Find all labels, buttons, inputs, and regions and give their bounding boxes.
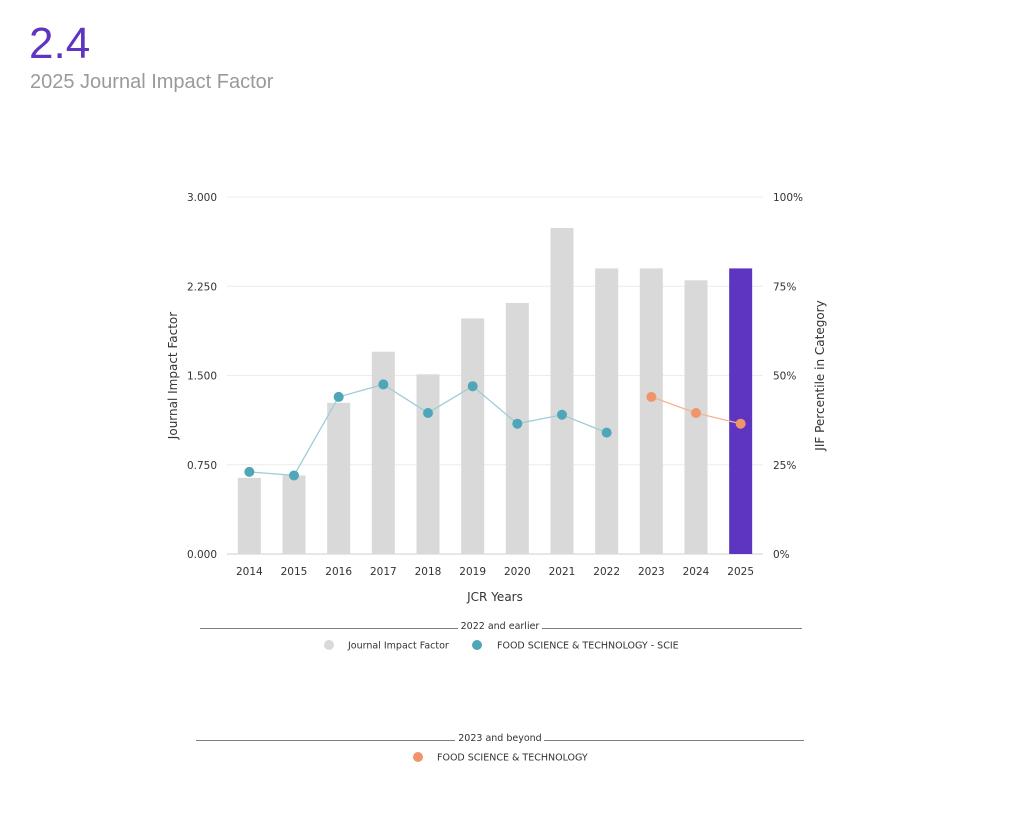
jif-value: 2.4: [29, 19, 91, 68]
y2-axis-title: JIF Percentile in Category: [813, 300, 827, 451]
y2-tick-label: 75%: [773, 281, 796, 293]
x-tick-label: 2014: [236, 566, 263, 578]
scie-point-2015: [289, 470, 299, 481]
x-tick-label: 2020: [504, 566, 531, 578]
legend-jif-label[interactable]: Journal Impact Factor: [347, 641, 449, 652]
y2-tick-label: 25%: [773, 460, 796, 472]
legend-group-label: 2022 and earlier: [461, 621, 540, 632]
x-tick-label: 2018: [415, 566, 442, 578]
y-tick-label: 0.000: [187, 549, 217, 561]
bars: [237, 227, 753, 554]
bar-2014: [237, 477, 261, 554]
bar-2021: [550, 227, 574, 554]
y-tick-label: 2.250: [187, 281, 217, 293]
bar-2023: [639, 268, 663, 554]
y-tick-label: 1.500: [187, 371, 217, 383]
bar-2016: [327, 402, 351, 554]
bar-2019: [461, 318, 485, 554]
y-axis-title: Journal Impact Factor: [166, 312, 180, 440]
x-tick-label: 2024: [683, 566, 710, 578]
x-tick-label: 2015: [281, 566, 308, 578]
y2-tick-label: 0%: [773, 549, 790, 561]
fst-point-2025: [735, 418, 746, 429]
x-tick-label: 2016: [325, 566, 352, 578]
scie-point-2021: [557, 409, 567, 420]
y-tick-label: 0.750: [187, 460, 217, 472]
x-tick-label: 2022: [593, 566, 620, 578]
legend-group-2023-and-beyond: 2023 and beyond FOOD SCIENCE & TECHNOLOG…: [196, 733, 804, 764]
bar-2015: [282, 475, 306, 554]
percentile-lines: [244, 379, 746, 481]
bar-2022: [595, 268, 619, 554]
x-tick-label: 2023: [638, 566, 665, 578]
legend-group-label: 2023 and beyond: [458, 733, 541, 744]
scie-point-2020: [512, 418, 523, 429]
fst-point-2023: [646, 391, 657, 402]
y2-tick-label: 100%: [773, 192, 803, 204]
scie-point-2016: [333, 391, 344, 402]
x-axis-title: JCR Years: [466, 590, 523, 604]
fst-point-2024: [691, 407, 701, 418]
axes: 0.000 0% 0.750 25% 1.500 50% 2.250 75% 3.000 100%…: [187, 192, 803, 578]
legend-scie-swatch: [472, 640, 482, 650]
scie-point-2017: [378, 379, 389, 390]
x-tick-label: 2019: [459, 566, 486, 578]
legend-scie-label[interactable]: FOOD SCIENCE & TECHNOLOGY - SCIE: [497, 641, 679, 652]
legend-jif-swatch: [324, 640, 334, 650]
x-tick-label: 2017: [370, 566, 397, 578]
bar-2025: [729, 268, 753, 554]
y2-tick-label: 50%: [773, 371, 796, 383]
scie-point-2022: [601, 427, 612, 438]
scie-point-2014: [244, 466, 255, 477]
grid-lines: [227, 196, 763, 555]
bar-2018: [416, 374, 440, 554]
legend-group-2022-and-earlier: 2022 and earlier Journal Impact Factor F…: [200, 621, 802, 652]
bar-2017: [371, 351, 395, 554]
legend-fst-swatch: [413, 752, 423, 762]
x-tick-label: 2021: [549, 566, 576, 578]
jif-subtitle: 2025 Journal Impact Factor: [30, 71, 274, 93]
x-tick-label: 2025: [727, 566, 754, 578]
legend-fst-label[interactable]: FOOD SCIENCE & TECHNOLOGY: [437, 753, 588, 764]
scie-point-2018: [423, 407, 433, 418]
y-tick-label: 3.000: [187, 192, 217, 204]
scie-point-2019: [467, 381, 478, 392]
